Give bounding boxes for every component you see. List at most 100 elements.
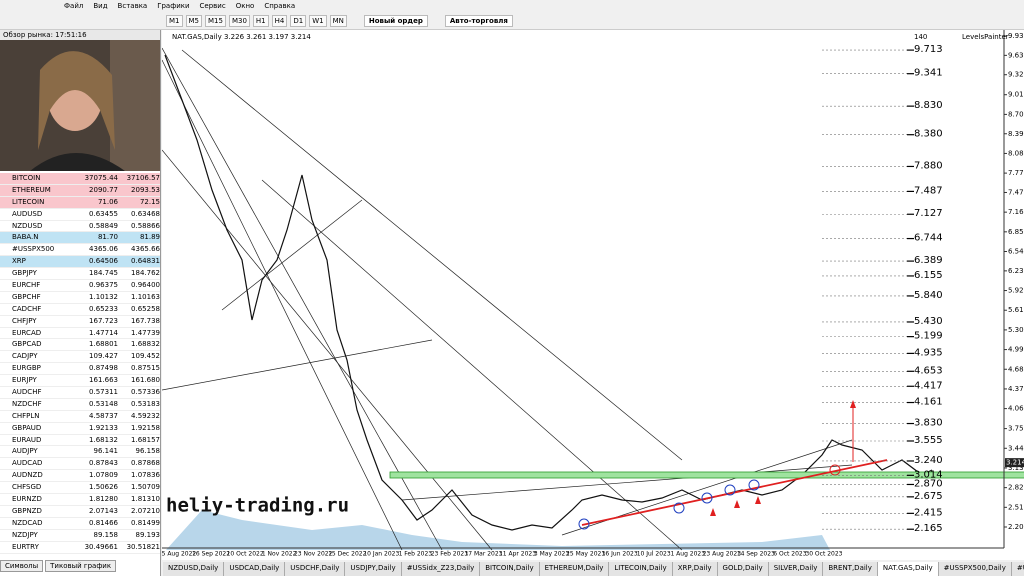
chart-tab[interactable]: LITECOIN,Daily: [609, 562, 673, 576]
bid: 37075.44: [84, 174, 118, 182]
symbol-row[interactable]: BABA.N 81.70 81.89: [0, 232, 160, 245]
level-label: 5.430: [914, 316, 943, 327]
ask: 1.81310: [131, 495, 160, 504]
symbol: CHFJPY: [12, 316, 37, 325]
bid: 1.50626: [89, 483, 118, 492]
symbol-row[interactable]: EURCHF 0.96375 0.96400: [0, 280, 160, 292]
symbol-row[interactable]: AUDUSD 0.63455 0.63468: [0, 209, 160, 221]
symbol-row[interactable]: NZDUSD 0.58849 0.58866: [0, 221, 160, 233]
menu-item[interactable]: Вид: [93, 2, 108, 10]
chart-tab[interactable]: SILVER,Daily: [769, 562, 824, 576]
timeframe-button[interactable]: MN: [329, 14, 347, 27]
bid: 2090.77: [89, 185, 118, 194]
chart-tab[interactable]: GOLD,Daily: [718, 562, 769, 576]
chart-tab[interactable]: XRP,Daily: [673, 562, 718, 576]
symbol-row[interactable]: NZDJPY 89.158 89.193: [0, 530, 160, 542]
symbol-row[interactable]: CADCHF 0.65233 0.65258: [0, 304, 160, 316]
chart-tab[interactable]: USDCAD,Daily: [224, 562, 286, 576]
date-label: 23 Feb 2023: [431, 551, 469, 558]
symbol-row[interactable]: #USSPX500 4365.06 4365.66: [0, 244, 160, 257]
symbol-row[interactable]: GBPCHF 1.10132 1.10163: [0, 292, 160, 304]
symbol-row[interactable]: XRP 0.64506 0.64831: [0, 256, 160, 269]
panel-tab[interactable]: Тиковый график: [45, 560, 117, 572]
timeframe-button[interactable]: M30: [228, 14, 250, 27]
symbol-row[interactable]: AUDJPY 96.141 96.158: [0, 446, 160, 459]
timeframe-button[interactable]: M5: [185, 14, 202, 27]
chart-tab[interactable]: BITCOIN,Daily: [480, 562, 540, 576]
symbol-row[interactable]: EURNZD 1.81280 1.81310: [0, 494, 160, 506]
price-tick-label: 2.510: [1008, 503, 1024, 511]
symbol-row[interactable]: EURJPY 161.663 161.680: [0, 375, 160, 388]
symbol-row[interactable]: EURCAD 1.47714 1.47739: [0, 328, 160, 340]
symbol-row[interactable]: NZDCHF 0.53148 0.53183: [0, 399, 160, 411]
chart-tab[interactable]: USDCHF,Daily: [285, 562, 346, 576]
symbol-row[interactable]: GBPNZD 2.07143 2.07210: [0, 506, 160, 518]
level-label: 2.870: [914, 478, 943, 489]
timeframe-button[interactable]: W1: [309, 14, 327, 27]
chart-tab[interactable]: #USSidx_Z23,Daily: [402, 562, 481, 576]
chart-tab[interactable]: #USNDAQ100,Daily: [1012, 562, 1024, 576]
date-label: 1 Aug 2023: [670, 551, 705, 558]
ask: 109.452: [131, 352, 160, 361]
chart-tab[interactable]: NZDUSD,Daily: [163, 562, 225, 576]
symbol-row[interactable]: CHFJPY 167.723 167.738: [0, 316, 160, 328]
ask: 81.89: [139, 233, 160, 242]
chart-tab[interactable]: NAT.GAS,Daily: [877, 562, 939, 576]
symbol-row[interactable]: AUDCHF 0.57311 0.57336: [0, 387, 160, 399]
price-tick-label: 9.325: [1008, 71, 1024, 79]
timeframe-button[interactable]: M15: [205, 14, 226, 27]
symbol-row[interactable]: BITCOIN 37075.44 37106.57: [0, 173, 160, 185]
date-label: 6 Oct 2023: [773, 551, 806, 558]
symbol-row[interactable]: CHFPLN 4.58737 4.59232: [0, 411, 160, 423]
auto-trading-button[interactable]: Авто-торговля: [444, 14, 513, 27]
menu-item[interactable]: Сервис: [199, 2, 226, 10]
date-label: 1 Feb 2023: [399, 551, 433, 558]
timeframe-button[interactable]: M1: [166, 14, 183, 27]
symbol-row[interactable]: AUDCAD 0.87843 0.87868: [0, 458, 160, 471]
symbol-row[interactable]: NZDCAD 0.81466 0.81499: [0, 518, 160, 530]
date-label: 10 Jul 2023: [637, 551, 671, 558]
date-label: 10 Jan 2023: [363, 551, 399, 558]
new-order-button[interactable]: Новый ордер: [363, 14, 428, 27]
menu-item[interactable]: Графики: [157, 2, 190, 10]
symbol-row[interactable]: LITECOIN 71.06 72.15: [0, 196, 160, 209]
date-label: 3 May 2023: [534, 551, 569, 558]
date-label: 16 Jun 2023: [602, 551, 638, 558]
symbol: EURAUD: [12, 435, 42, 444]
symbol-row[interactable]: EURGBP 0.87498 0.87515: [0, 363, 160, 376]
timeframe-button[interactable]: D1: [290, 14, 307, 27]
symbol-row[interactable]: CHFSGD 1.50626 1.50709: [0, 482, 160, 495]
price-tick-label: 6.235: [1008, 267, 1024, 275]
chart-tab[interactable]: USDJPY,Daily: [345, 562, 402, 576]
menu-item[interactable]: Файл: [64, 2, 84, 10]
ask: 0.57336: [131, 388, 160, 397]
menu-item[interactable]: Вставка: [117, 2, 148, 10]
price-tick-label: 8.085: [1008, 149, 1024, 157]
date-label: 23 Aug 2023: [703, 551, 742, 558]
symbol: EURCHF: [12, 281, 41, 290]
chart-tab[interactable]: #USSPX500,Daily: [939, 562, 1012, 576]
panel-tab[interactable]: Символы: [0, 560, 44, 572]
symbol: BABA.N: [12, 233, 39, 242]
symbol-row[interactable]: GBPAUD 1.92133 1.92158: [0, 423, 160, 435]
date-label: 11 Apr 2023: [499, 551, 536, 558]
menu-item[interactable]: Справка: [264, 2, 296, 10]
chart-tab[interactable]: ETHEREUM,Daily: [540, 562, 610, 576]
menu-item[interactable]: Окно: [235, 2, 255, 10]
level-label: 4.653: [914, 365, 943, 376]
timeframe-button[interactable]: H1: [252, 14, 269, 27]
symbol-row[interactable]: ETHEREUM 2090.77 2093.53: [0, 184, 160, 197]
timeframe-button[interactable]: H4: [271, 14, 288, 27]
price-tick-label: 4.995: [1008, 346, 1024, 354]
symbol-row[interactable]: EURTRY 30.49661 30.51821: [0, 542, 160, 554]
ask: 2.07210: [131, 506, 160, 515]
symbol-row[interactable]: EURAUD 1.68132 1.68157: [0, 435, 160, 447]
symbol-row[interactable]: GBPCAD 1.68801 1.68832: [0, 339, 160, 352]
level-label: 7.487: [914, 185, 943, 196]
symbol: NZDUSD: [12, 221, 43, 230]
chart-tab[interactable]: BRENT,Daily: [823, 562, 878, 576]
date-label: 14 Sep 2023: [737, 551, 775, 558]
symbol-row[interactable]: GBPJPY 184.745 184.762: [0, 268, 160, 281]
symbol-row[interactable]: AUDNZD 1.07809 1.07836: [0, 470, 160, 483]
symbol-row[interactable]: CADJPY 109.427 109.452: [0, 351, 160, 364]
